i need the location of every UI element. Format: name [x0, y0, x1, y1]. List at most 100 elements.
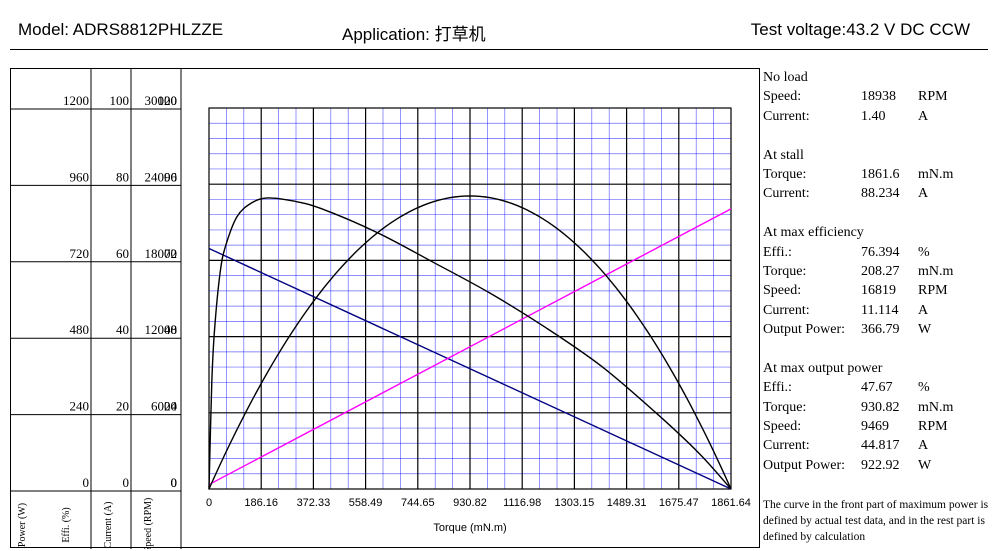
row-key: Speed:	[763, 89, 802, 105]
row-unit: RPM	[918, 283, 948, 299]
y-tick-label: 40	[116, 322, 129, 337]
test-voltage-label: Test voltage:43.2 V DC CCW	[750, 20, 970, 39]
summary-row: Output Power: 922.92 W	[763, 456, 993, 475]
row-key: Speed:	[763, 419, 802, 435]
y-tick-label: 0	[171, 475, 178, 490]
current-curve	[208, 208, 732, 486]
chart-frame: 1200 960 720 480 240 0 Power (W) 100 80 60 40 20 0 Ef…	[10, 68, 760, 549]
row-unit: A	[918, 302, 929, 318]
row-unit: W	[918, 457, 932, 473]
summary-row: Current: 11.114 A	[763, 301, 993, 320]
row-value: 930.82	[861, 399, 900, 415]
y-tick-label: 72	[164, 246, 177, 261]
row-key: Torque:	[763, 263, 807, 279]
y-tick-label: 720	[70, 246, 90, 261]
summary-row: Effi.: 76.394%	[763, 243, 993, 262]
y-tick-label: 0	[123, 475, 130, 490]
stall-section: At stall Torque: 1861.6 mN.m Current: 88.23…	[763, 146, 993, 204]
y-tick-label: 96	[164, 169, 178, 184]
y-axis-label: Speed (RPM)	[143, 498, 154, 549]
row-key: Effi.:	[763, 244, 792, 260]
application-label: Application: 打草机	[342, 25, 486, 44]
summary-row: Speed: 18938 RPM	[763, 87, 993, 106]
y-tick-label: 120	[158, 93, 178, 108]
x-tick-label: 1303.15	[555, 497, 595, 509]
y-tick-label: 960	[70, 169, 90, 184]
row-unit: W	[918, 322, 932, 338]
summary-row: Current: 44.817 A	[763, 436, 993, 455]
y-tick-label: 60	[116, 246, 129, 261]
row-value: 366.79	[861, 322, 900, 338]
row-value: 18938	[861, 89, 896, 105]
row-unit: A	[918, 108, 929, 124]
row-value: 47.67	[861, 380, 893, 396]
y-axis-label: Power (W)	[17, 503, 28, 547]
row-unit: %	[918, 380, 930, 396]
y-tick-label: 20	[116, 399, 129, 414]
y-tick-label: 480	[70, 322, 90, 337]
y-tick-label: 100	[110, 93, 130, 108]
y-axis-label: Effi. (%)	[61, 507, 72, 542]
power-curve	[208, 195, 732, 490]
x-tick-label: 1861.64	[711, 497, 751, 509]
summary-row: Effi.: 47.67%	[763, 378, 993, 397]
row-unit: RPM	[918, 419, 948, 435]
summary-row: Torque: 1861.6 mN.m	[763, 165, 993, 184]
section-title: At stall	[763, 147, 804, 163]
x-tick-label: 1675.47	[659, 497, 699, 509]
row-unit: A	[918, 438, 929, 454]
row-key: Torque:	[763, 399, 807, 415]
row-unit: %	[918, 244, 930, 260]
row-key: Output Power:	[763, 457, 846, 473]
y-tick-label: 80	[116, 169, 129, 184]
row-key: Effi.:	[763, 380, 792, 396]
summary-row: Current: 88.234 A	[763, 184, 993, 203]
summary-row: Speed: 9469 RPM	[763, 417, 993, 436]
y-tick-label: 1200	[63, 93, 89, 108]
no-load-section: No load Speed: 18938 RPM Current: 1.40 A	[763, 68, 993, 126]
row-value: 9469	[861, 419, 889, 435]
row-key: Current:	[763, 302, 810, 318]
row-unit: mN.m	[918, 399, 954, 415]
y-tick-label: 24	[164, 399, 178, 414]
row-value: 1.40	[861, 108, 886, 124]
row-value: 16819	[861, 283, 896, 299]
max-power-section: At max output power Effi.: 47.67% Torque:…	[763, 359, 993, 475]
row-key: Current:	[763, 108, 810, 124]
row-key: Current:	[763, 438, 810, 454]
speed-curve	[208, 247, 732, 490]
x-tick-label: 558.49	[349, 497, 383, 509]
performance-summary: No load Speed: 18938 RPM Current: 1.40 A At …	[763, 68, 993, 475]
row-key: Output Power:	[763, 322, 846, 338]
summary-row: Speed: 16819 RPM	[763, 281, 993, 300]
x-tick-label: 744.65	[401, 497, 435, 509]
summary-row: Torque: 208.27 mN.m	[763, 262, 993, 281]
plot-border	[208, 107, 732, 490]
section-title: At max output power	[763, 360, 883, 376]
y-tick-label: 30000	[145, 93, 178, 108]
header-divider	[10, 49, 988, 50]
x-tick-label: 0	[206, 497, 212, 509]
efficiency-curve	[208, 197, 732, 490]
summary-row: Torque: 930.82 mN.m	[763, 398, 993, 417]
y-tick-label: 18000	[145, 246, 178, 261]
row-value: 11.114	[861, 302, 899, 318]
row-key: Current:	[763, 186, 810, 202]
row-key: Speed:	[763, 283, 802, 299]
section-title: At max efficiency	[763, 225, 864, 241]
curve-note: The curve in the front part of maximum p…	[763, 499, 989, 543]
x-axis-label: Torque (mN.m)	[433, 522, 506, 534]
summary-row: Current: 1.40 A	[763, 107, 993, 126]
row-value: 1861.6	[861, 166, 900, 182]
x-tick-label: 1489.31	[607, 497, 647, 509]
x-tick-label: 930.82	[453, 497, 487, 509]
row-unit: mN.m	[918, 166, 954, 182]
y-tick-label: 12000	[145, 322, 178, 337]
row-unit: RPM	[918, 89, 948, 105]
summary-row: Output Power: 366.79 W	[763, 320, 993, 339]
row-value: 76.394	[861, 244, 900, 260]
y-axis-label: Current (A)	[103, 502, 114, 549]
row-value: 44.817	[861, 438, 900, 454]
